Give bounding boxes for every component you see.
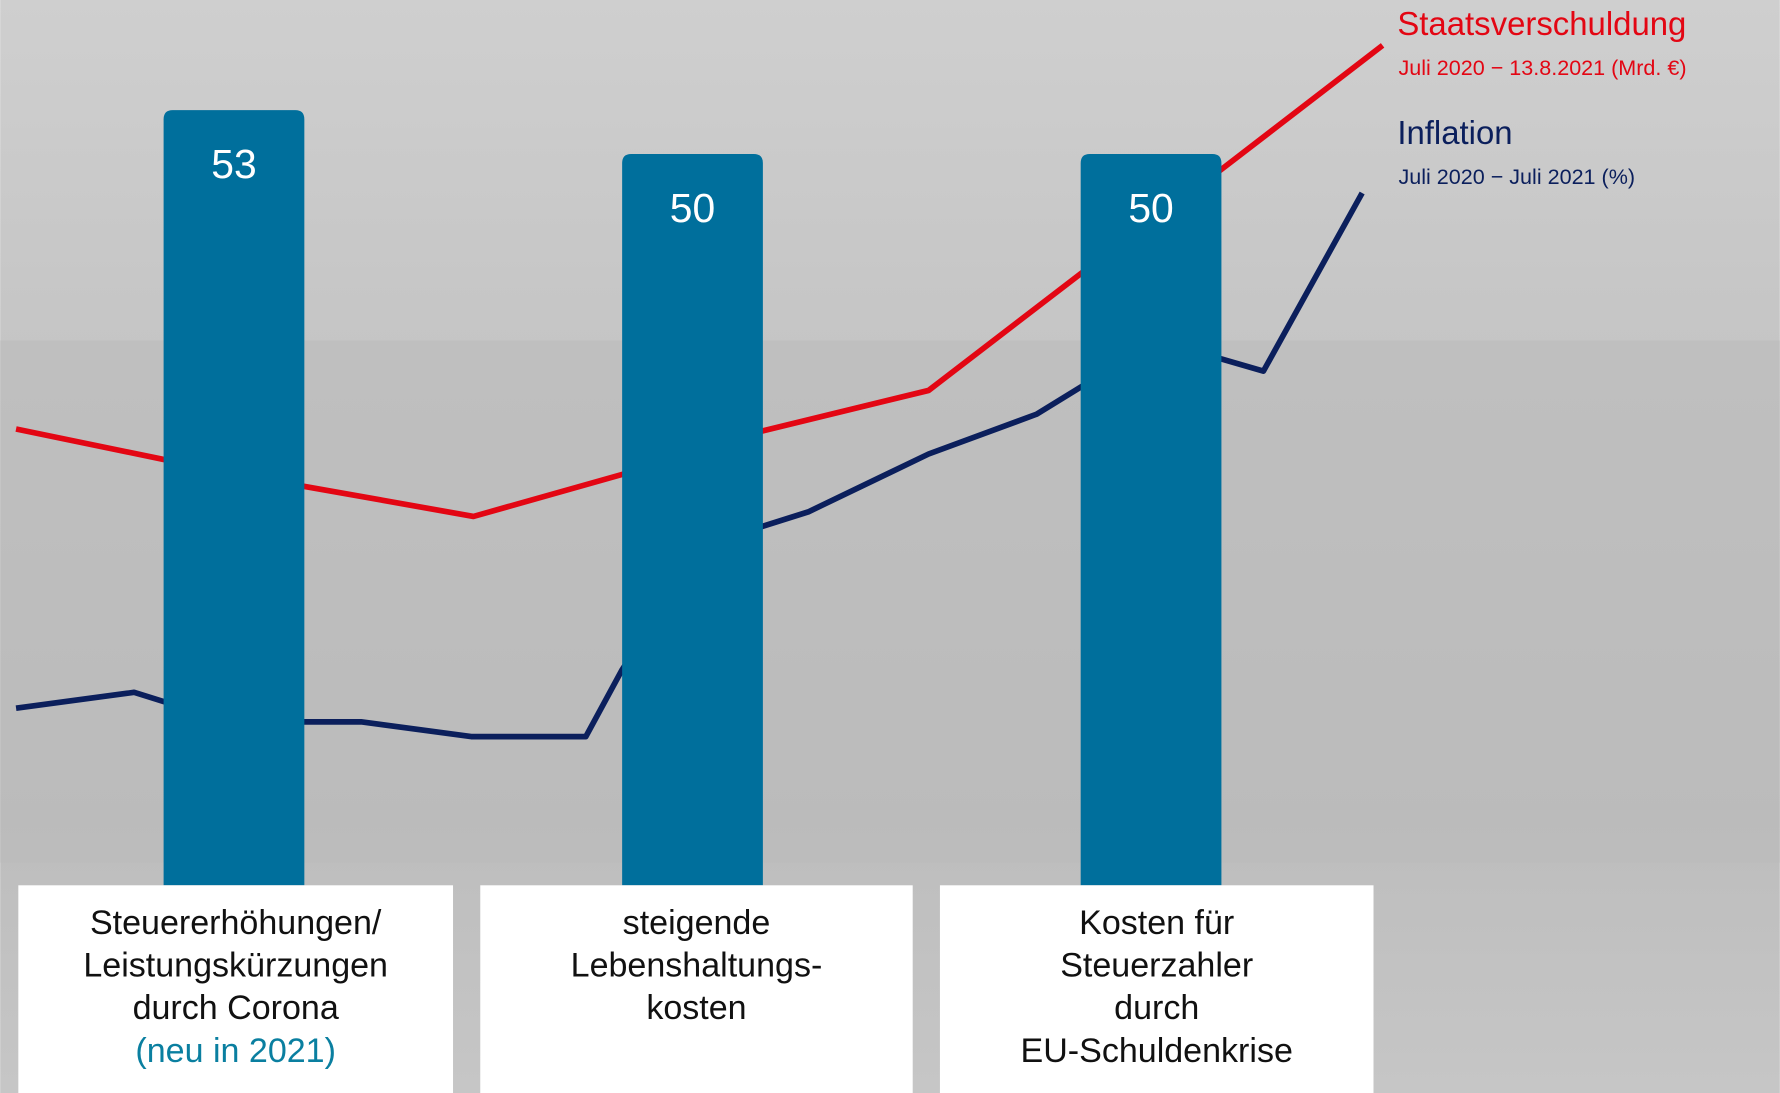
category-label: durch (1114, 989, 1199, 1027)
legend: Staatsverschuldung Juli 2020 − 13.8.2021 … (1397, 5, 1686, 189)
category-label: Steuerzahler (1060, 947, 1253, 985)
value-label: 50 (1128, 185, 1173, 231)
label-box (939, 885, 1374, 1093)
category-label: EU-Schuldenkrise (1021, 1032, 1293, 1070)
value-label: 50 (670, 185, 715, 231)
category-label: steigende (623, 904, 771, 942)
category-label: Lebenshaltungs- (571, 947, 823, 985)
category-label: kosten (646, 989, 746, 1027)
legend-name: Inflation (1397, 114, 1512, 151)
category-label: Leistungskürzungen (83, 947, 388, 985)
bars: 53 50 50 (163, 110, 1222, 886)
bar (163, 110, 305, 886)
label-box (18, 885, 454, 1093)
category-labels: Steuererhöhungen/Leistungskürzungen durch… (18, 885, 1374, 1093)
bar (1080, 153, 1222, 886)
category-label: Steuererhöhungen/ (90, 904, 382, 942)
category-note: (neu in 2021) (135, 1032, 336, 1070)
legend-subtitle: Juli 2020 − Juli 2021 (%) (1398, 164, 1635, 189)
legend-name: Staatsverschuldung (1397, 5, 1686, 42)
bar (622, 153, 763, 886)
category-label: durch Corona (133, 989, 339, 1027)
value-label: 53 (211, 141, 256, 187)
legend-subtitle: Juli 2020 − 13.8.2021 (Mrd. €) (1398, 55, 1686, 80)
label-box (480, 885, 913, 1093)
category-label: Kosten für (1079, 904, 1234, 942)
